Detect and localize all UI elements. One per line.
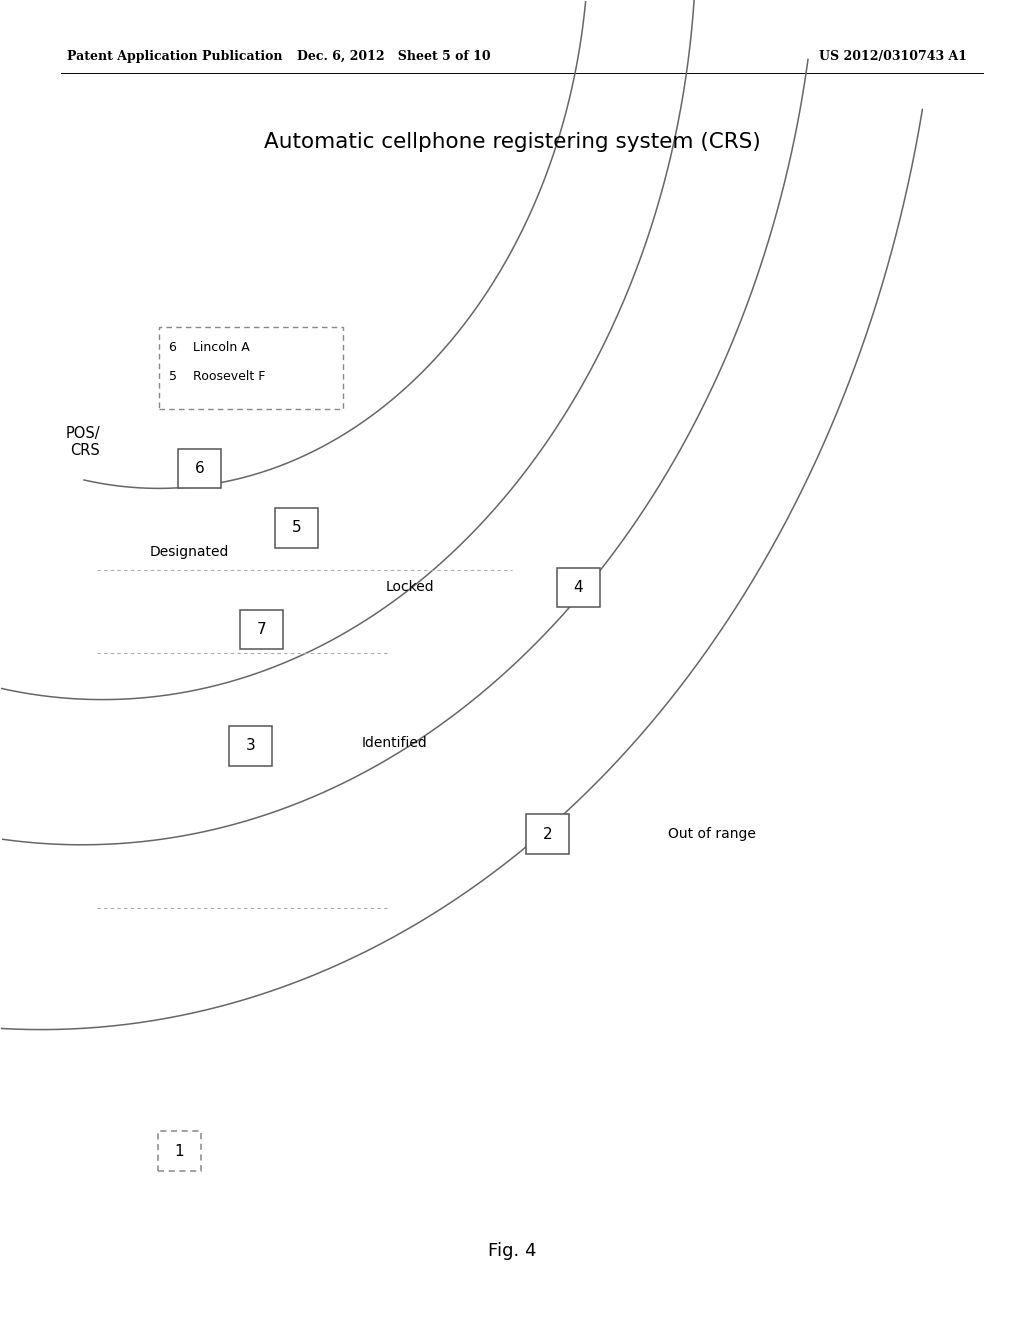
FancyBboxPatch shape	[557, 568, 600, 607]
Text: 5: 5	[292, 520, 302, 536]
FancyBboxPatch shape	[526, 814, 569, 854]
Text: 1: 1	[174, 1143, 184, 1159]
Text: US 2012/0310743 A1: US 2012/0310743 A1	[819, 50, 968, 63]
Text: Designated: Designated	[150, 545, 229, 558]
Text: Fig. 4: Fig. 4	[487, 1242, 537, 1261]
Text: Locked: Locked	[385, 581, 434, 594]
Text: Automatic cellphone registering system (CRS): Automatic cellphone registering system (…	[263, 132, 761, 152]
Text: Patent Application Publication: Patent Application Publication	[67, 50, 282, 63]
Text: Dec. 6, 2012   Sheet 5 of 10: Dec. 6, 2012 Sheet 5 of 10	[297, 50, 492, 63]
Text: 4: 4	[573, 579, 584, 595]
FancyBboxPatch shape	[240, 610, 283, 649]
Text: 7: 7	[256, 622, 266, 638]
Text: 6    Lincoln A: 6 Lincoln A	[169, 341, 250, 354]
Text: POS/
CRS: POS/ CRS	[66, 426, 100, 458]
Text: 5    Roosevelt F: 5 Roosevelt F	[169, 370, 265, 383]
Text: 3: 3	[246, 738, 256, 754]
Text: 2: 2	[543, 826, 553, 842]
FancyBboxPatch shape	[159, 327, 343, 409]
FancyBboxPatch shape	[275, 508, 318, 548]
FancyBboxPatch shape	[229, 726, 272, 766]
FancyBboxPatch shape	[158, 1131, 201, 1171]
FancyBboxPatch shape	[178, 449, 221, 488]
Text: 6: 6	[195, 461, 205, 477]
Text: Identified: Identified	[361, 737, 427, 750]
Text: Out of range: Out of range	[668, 828, 756, 841]
